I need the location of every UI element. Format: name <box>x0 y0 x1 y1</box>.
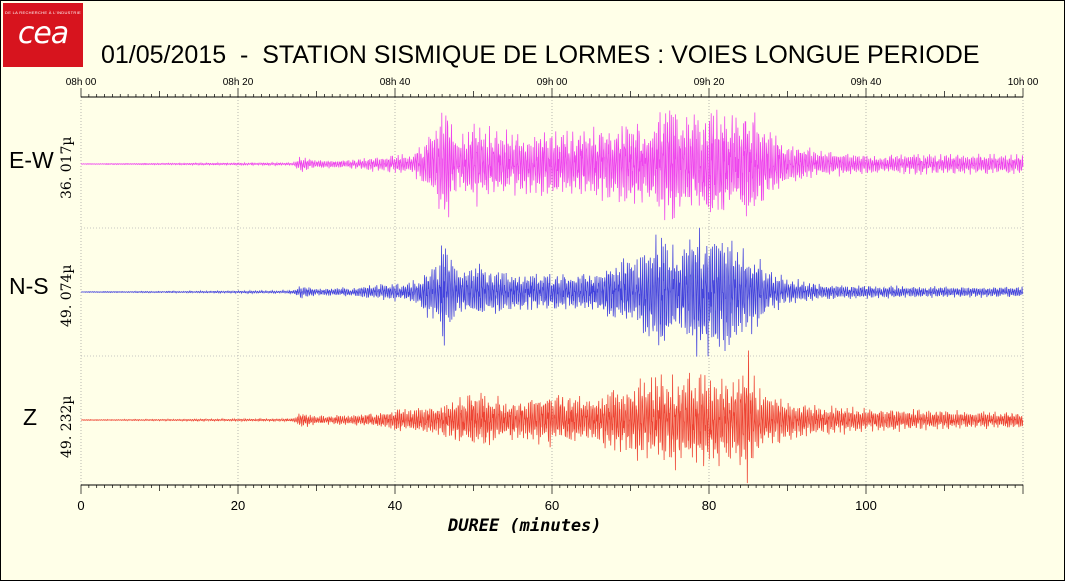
trace-z <box>80 350 1024 484</box>
scale-label-ew: 36. 017µ <box>59 136 75 199</box>
top-axis-tick-label: 08h 20 <box>223 77 254 88</box>
x-axis-label: DUREE (minutes) <box>448 516 602 536</box>
x-tick-label: 40 <box>388 498 402 513</box>
top-axis-tick-label: 09h 20 <box>694 77 725 88</box>
x-tick-label: 20 <box>231 498 245 513</box>
x-tick-label: 60 <box>545 498 559 513</box>
x-tick-label: 80 <box>702 498 716 513</box>
x-tick-label: 0 <box>77 498 84 513</box>
logo-word: cea <box>17 16 69 51</box>
top-axis-tick-label: 09h 40 <box>851 77 882 88</box>
logo-tagline: DE LA RECHERCHE À L'INDUSTRIE <box>5 10 81 15</box>
chart-title: 01/05/2015 - STATION SISMIQUE DE LORMES … <box>101 41 980 69</box>
trace-ew <box>80 109 1024 221</box>
x-tick-label: 100 <box>855 498 877 513</box>
scale-label-z: 49. 232µ <box>59 395 75 458</box>
top-axis-tick-label: 10h 00 <box>1008 77 1039 88</box>
scale-label-ns: 49. 074µ <box>59 264 75 327</box>
top-axis-tick-label: 08h 00 <box>66 77 97 88</box>
trace-label-z: Z <box>23 404 38 430</box>
trace-label-ew: E-W <box>9 147 54 173</box>
trace-ns <box>80 227 1024 357</box>
top-axis-tick-label: 08h 40 <box>380 77 411 88</box>
trace-label-ns: N-S <box>9 273 49 299</box>
cea-logo: DE LA RECHERCHE À L'INDUSTRIE cea <box>3 3 83 67</box>
top-axis-tick-label: 09h 00 <box>537 77 568 88</box>
